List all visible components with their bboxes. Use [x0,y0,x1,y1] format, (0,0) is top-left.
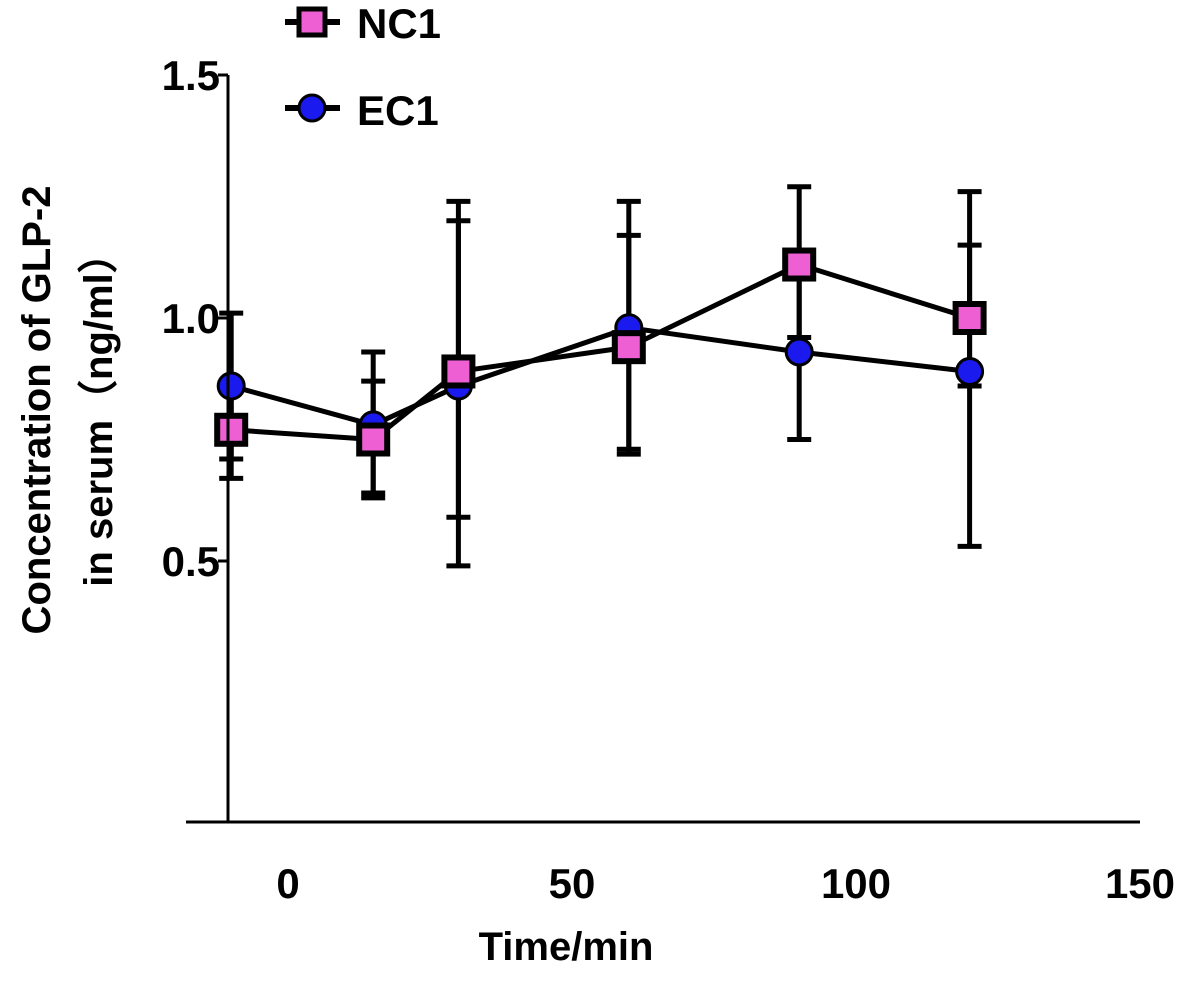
data-point-nc1 [952,301,987,335]
y-axis-title-line2: in serum（ng/ml） [77,233,121,586]
legend-label-nc1: NC1 [357,0,441,47]
data-point-ec1 [955,356,985,386]
axes [186,75,1140,824]
legend-label-ec1: EC1 [357,87,439,134]
data-markers [214,247,987,457]
tick-labels: 0.5 1.0 1.5 0 50 100 150 [162,52,1175,907]
x-tick-label: 150 [1105,860,1175,907]
y-tick-label: 1.0 [162,295,220,342]
data-point-nc1 [611,330,646,365]
x-tick-label: 50 [549,860,596,907]
series-line-nc1 [231,262,971,442]
data-point-nc1 [782,247,817,282]
x-axis-title: Time/min [479,925,654,969]
series-line-ec1 [230,325,970,428]
data-point-nc1 [441,354,476,389]
y-axis-title-line1: Concentration of GLP-2 [15,186,59,635]
y-tick-label: 0.5 [162,538,220,585]
series-lines [230,262,971,442]
x-tick-label: 100 [821,860,891,907]
legend-marker-nc1 [296,6,328,38]
legend-marker-ec1 [297,93,327,123]
data-point-nc1 [356,422,391,457]
data-point-ec1 [216,371,246,401]
y-tick-label: 1.5 [162,52,220,99]
error-bars [219,184,982,569]
data-point-nc1 [214,412,249,447]
x-tick-label: 0 [276,860,299,907]
data-point-ec1 [784,337,814,367]
legend: NC1 EC1 [285,0,441,134]
